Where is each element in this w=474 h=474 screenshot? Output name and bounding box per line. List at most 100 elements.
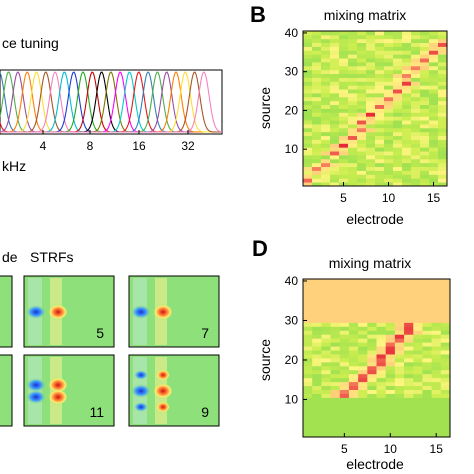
heatmap-cell xyxy=(422,433,433,438)
heatmap-cell xyxy=(366,147,376,152)
heatmap-cell xyxy=(411,108,421,113)
heatmap-cell xyxy=(393,62,403,67)
heatmap-cell xyxy=(393,85,403,90)
heatmap-cell xyxy=(431,354,442,359)
heatmap-cell xyxy=(321,385,331,390)
heatmap-cell xyxy=(321,112,331,117)
heatmap-cell xyxy=(420,89,430,94)
heatmap-cell xyxy=(429,73,439,78)
heatmap-cell xyxy=(393,77,403,82)
heatmap-cell xyxy=(357,162,367,168)
heatmap-cell xyxy=(321,381,331,387)
heatmap-cell xyxy=(303,108,313,113)
heatmap-cell xyxy=(330,89,340,94)
heatmap-cell xyxy=(411,143,421,148)
heatmap-cell xyxy=(367,298,377,304)
heatmap-cell xyxy=(420,65,430,71)
heatmap-cell xyxy=(357,143,367,148)
heatmap-cell xyxy=(440,413,451,418)
heatmap-cell xyxy=(375,58,385,63)
heatmap-cell xyxy=(366,174,376,179)
heatmap-cell xyxy=(366,54,376,59)
heatmap-cell xyxy=(413,338,423,343)
heatmap-cell xyxy=(303,143,313,148)
heatmap-cell xyxy=(312,409,322,414)
heatmap-cell xyxy=(429,135,439,140)
heatmap-cell xyxy=(339,346,350,351)
heatmap-cell xyxy=(367,425,377,430)
heatmap-cell xyxy=(402,85,412,90)
heatmap-cell xyxy=(394,326,405,331)
heatmap-cell xyxy=(303,389,313,394)
heatmap-cell xyxy=(429,31,439,36)
heatmap-cell xyxy=(384,34,394,40)
heatmap-cell xyxy=(411,166,421,171)
tick-label: 10 xyxy=(384,442,398,456)
heatmap-cell xyxy=(384,42,394,47)
heatmap-cell xyxy=(339,302,350,308)
heatmap-cell xyxy=(303,405,313,410)
heatmap-cell xyxy=(384,50,394,55)
heatmap-cell xyxy=(348,365,359,371)
heatmap-cell xyxy=(375,65,385,71)
heatmap-cell xyxy=(348,318,359,323)
heatmap-cell xyxy=(330,365,341,371)
heatmap-cell xyxy=(440,330,451,335)
heatmap-cell xyxy=(422,421,433,426)
heatmap-cell xyxy=(339,31,349,36)
heatmap-cell xyxy=(394,385,405,390)
heatmap-cell xyxy=(376,338,387,343)
heatmap-cell xyxy=(404,385,414,390)
heatmap-cell xyxy=(394,314,405,319)
heatmap-cell xyxy=(339,330,350,335)
heatmap-cell xyxy=(303,96,313,102)
heatmap-cell xyxy=(348,369,359,375)
heatmap-cell xyxy=(339,143,349,148)
heatmap-cell xyxy=(303,429,313,434)
heatmap-cell xyxy=(367,322,377,327)
heatmap-cell xyxy=(402,166,412,171)
heatmap-cell xyxy=(385,358,396,363)
heatmap-cell xyxy=(429,100,439,106)
heatmap-cell xyxy=(303,318,313,323)
panel-d-letter: D xyxy=(252,236,268,261)
heatmap-cell xyxy=(420,100,430,106)
heatmap-cell xyxy=(330,166,340,171)
heatmap-cell xyxy=(404,425,414,430)
heatmap-cell xyxy=(321,104,331,109)
heatmap-cell xyxy=(429,85,439,90)
heatmap-cell xyxy=(422,358,433,363)
panel-b-letter: B xyxy=(250,2,266,27)
heatmap-cell xyxy=(367,413,377,418)
heatmap-cell xyxy=(358,318,368,323)
strf-tile-label: 11 xyxy=(89,404,104,420)
heatmap-cell xyxy=(376,318,387,323)
heatmap-cell xyxy=(438,34,448,40)
heatmap-cell xyxy=(357,81,367,86)
heatmap-cell xyxy=(411,38,421,44)
heatmap-cell xyxy=(367,397,377,402)
heatmap-cell xyxy=(358,342,368,347)
heatmap-cell xyxy=(394,334,405,339)
heatmap-cell xyxy=(348,81,358,86)
heatmap-cell xyxy=(357,135,367,140)
heatmap-cell xyxy=(393,182,403,187)
heatmap-cell xyxy=(321,147,331,152)
heatmap-cell xyxy=(420,143,430,148)
heatmap-cell xyxy=(440,306,451,311)
heatmap-cell xyxy=(385,282,396,288)
heatmap-cell xyxy=(411,77,421,82)
heatmap-cell xyxy=(440,405,451,410)
heatmap-cell xyxy=(420,96,430,102)
heatmap-cell xyxy=(375,170,385,175)
heatmap-cell xyxy=(385,425,396,430)
heatmap-cell xyxy=(393,93,403,98)
panel-c: de STRFs 5 7 11 9 xyxy=(0,249,220,427)
heatmap-cell xyxy=(411,93,421,98)
tick-label: 5 xyxy=(341,442,348,456)
heatmap-cell xyxy=(321,85,331,90)
heatmap-cell xyxy=(303,298,313,304)
heatmap-cell xyxy=(330,108,340,113)
heatmap-cell xyxy=(438,38,448,44)
heatmap-cell xyxy=(348,322,359,327)
